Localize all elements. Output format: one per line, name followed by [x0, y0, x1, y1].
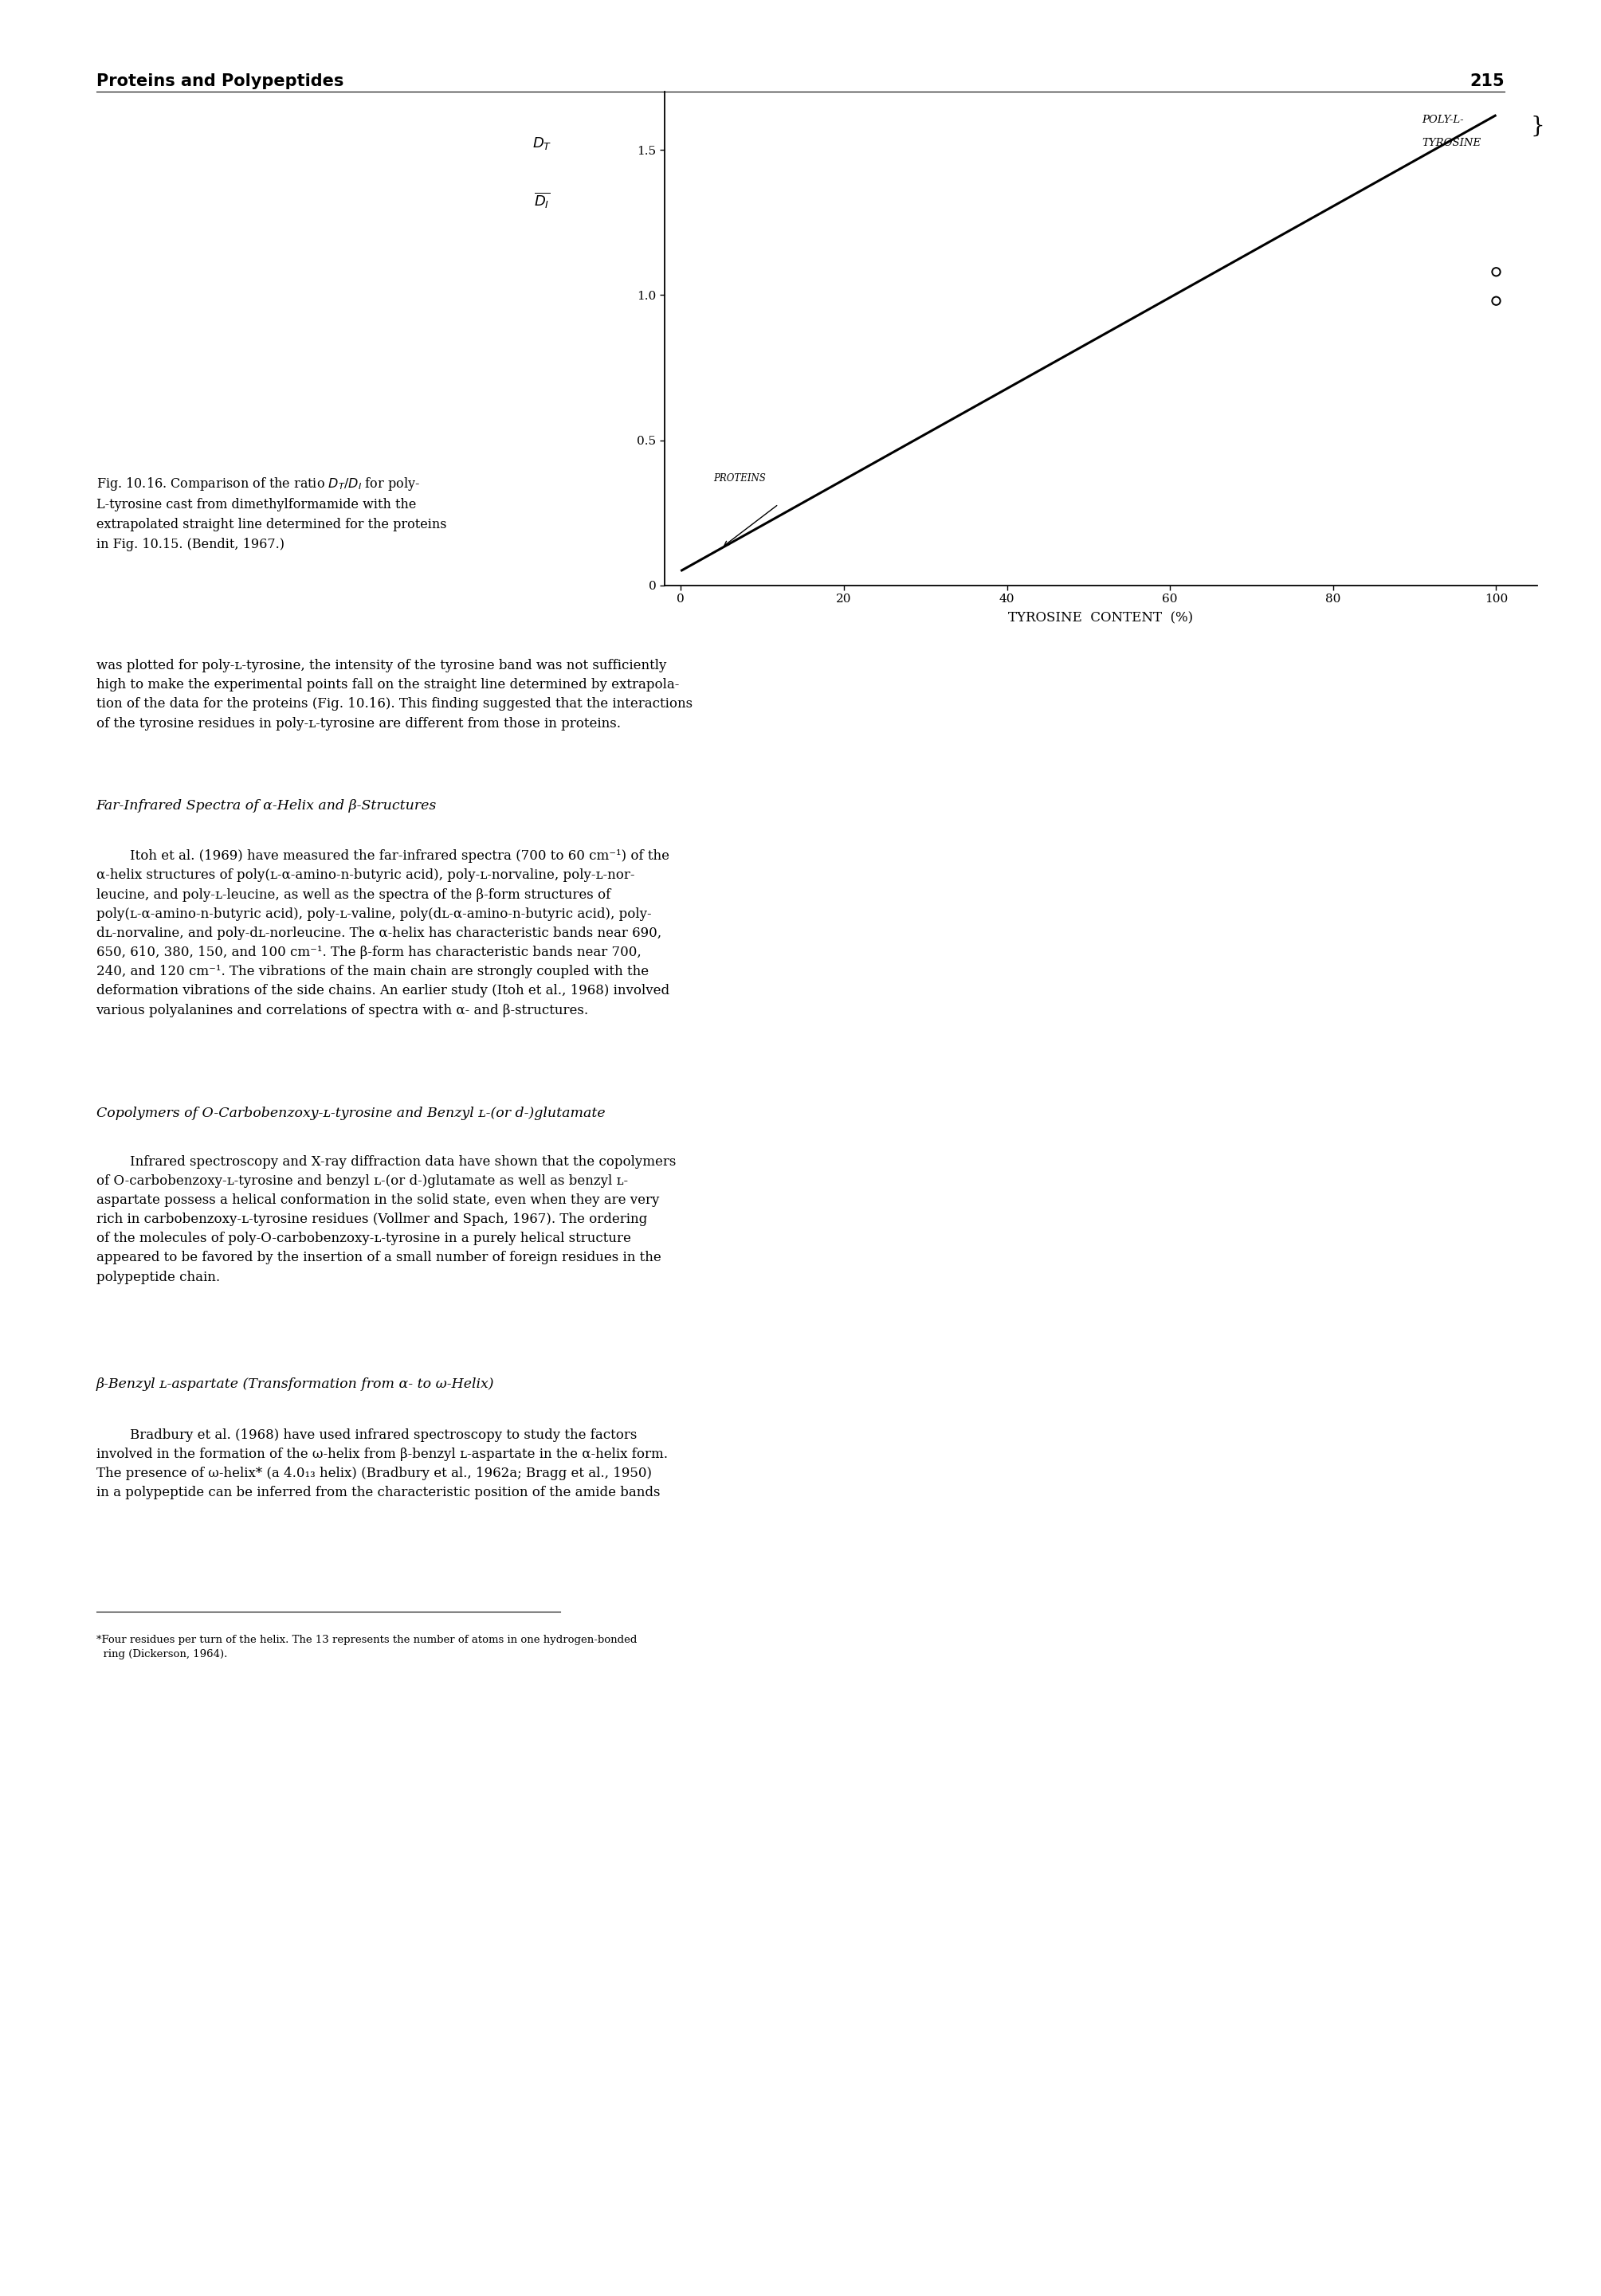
Point [1484, 282, 1510, 319]
Text: Far-Infrared Spectra of α-Helix and β-Structures: Far-Infrared Spectra of α-Helix and β-St… [96, 799, 437, 813]
Text: Itoh ​​​et al. (1969) have measured the far-infrared spectra (700 to 60 cm⁻¹) of: Itoh ​​​et al. (1969) have measured the … [96, 850, 669, 1017]
Text: TYROSINE: TYROSINE [1422, 138, 1481, 149]
Text: was plotted for poly-ʟ-tyrosine, the intensity of the tyrosine band was not suff: was plotted for poly-ʟ-tyrosine, the int… [96, 659, 692, 730]
Text: *Four residues per turn of the helix. The 13 represents the number of atoms in o: *Four residues per turn of the helix. Th… [96, 1635, 637, 1660]
Text: Proteins and Polypeptides: Proteins and Polypeptides [96, 73, 343, 90]
Text: $\overline{D_I}$: $\overline{D_I}$ [535, 191, 551, 209]
Text: POLY-L-: POLY-L- [1422, 115, 1463, 126]
Point [1484, 253, 1510, 289]
Text: Fig. 10.16. Comparison of the ratio $D_T/D_I$ for poly-
L-tyrosine cast from dim: Fig. 10.16. Comparison of the ratio $D_T… [96, 475, 447, 551]
X-axis label: TYROSINE  CONTENT  (%): TYROSINE CONTENT (%) [1009, 611, 1193, 625]
Text: Infrared spectroscopy and X-ray diffraction data have shown that the copolymers
: Infrared spectroscopy and X-ray diffract… [96, 1155, 676, 1283]
Text: $D_T$: $D_T$ [533, 135, 552, 152]
Text: Bradbury et al. (1968) have used infrared spectroscopy to study the factors
invo: Bradbury et al. (1968) have used infrare… [96, 1428, 668, 1499]
Text: β-Benzyl ʟ-aspartate (Transformation from α- to ω-Helix): β-Benzyl ʟ-aspartate (Transformation fro… [96, 1378, 495, 1391]
Text: Copolymers of O-Carbobenzoxy-ʟ-tyrosine and Benzyl ʟ-(or d-)glutamate: Copolymers of O-Carbobenzoxy-ʟ-tyrosine … [96, 1107, 605, 1120]
Text: PROTEINS: PROTEINS [714, 473, 765, 484]
Text: }: } [1531, 115, 1545, 138]
Text: 215: 215 [1470, 73, 1505, 90]
